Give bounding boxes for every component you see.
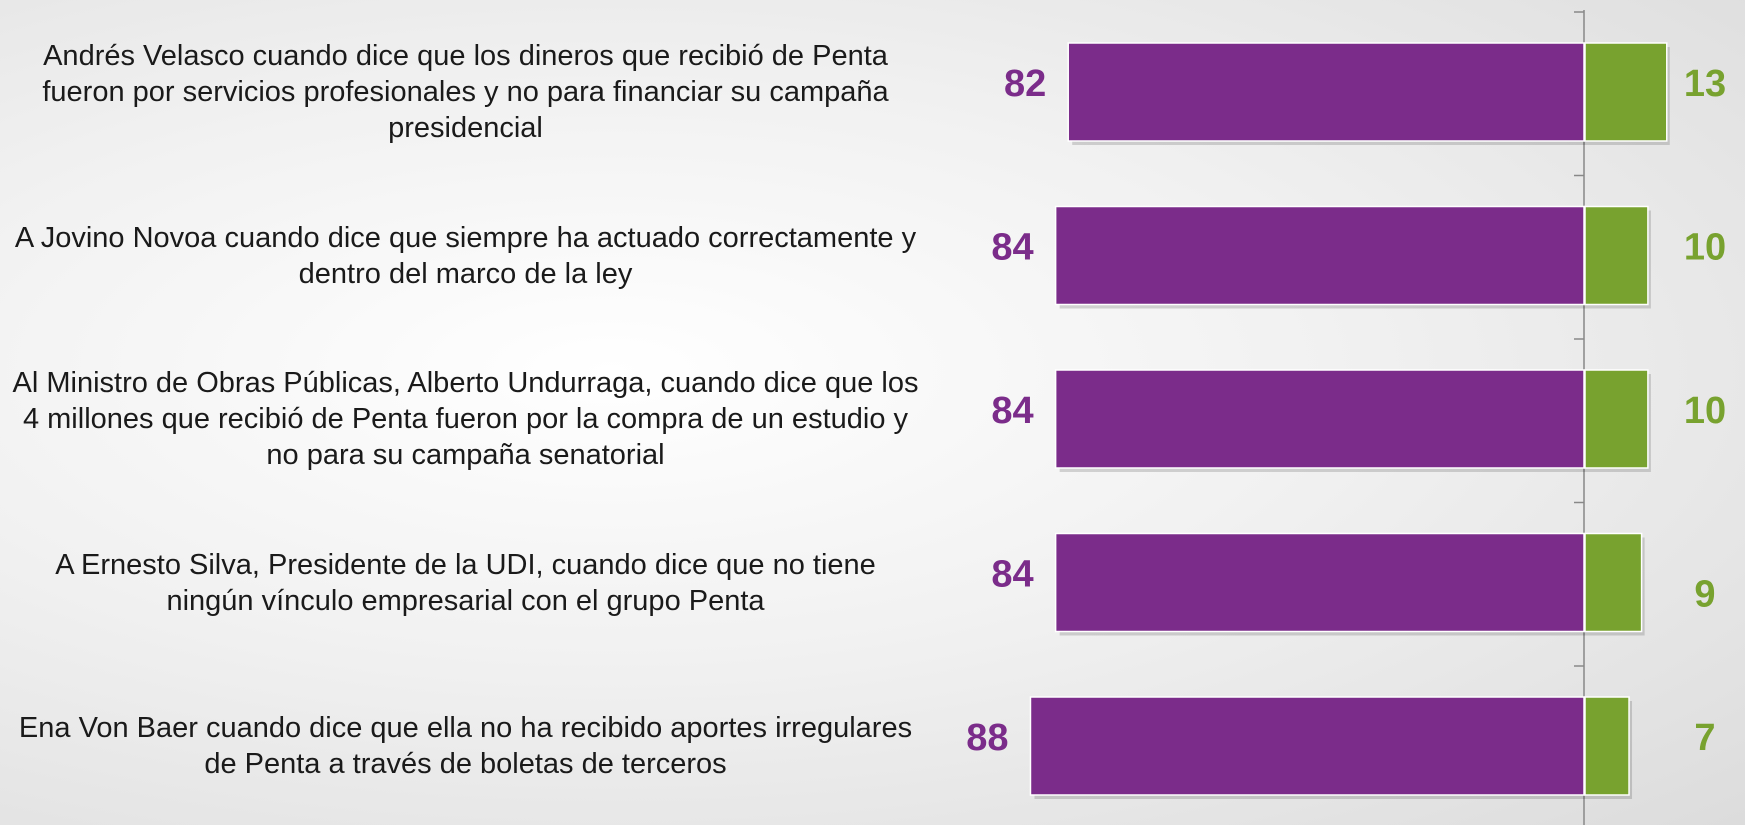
category-label: Al Ministro de Obras Públicas, Alberto U… [12, 367, 919, 471]
bar [1054, 369, 1585, 469]
bar [1584, 532, 1643, 633]
value-label: 84 [991, 554, 1033, 596]
value-label: 9 [1694, 574, 1715, 616]
bar [1584, 42, 1668, 142]
category-label: Ena Von Baer cuando dice que ella no ha … [18, 712, 913, 780]
bar [1584, 205, 1649, 306]
value-label: 88 [966, 717, 1008, 759]
bar [1067, 42, 1585, 142]
category-label: A Ernesto Silva, Presidente de la UDI, c… [55, 548, 876, 617]
value-label: 10 [1684, 390, 1726, 432]
value-label: 84 [991, 227, 1033, 269]
value-label: 84 [991, 390, 1033, 432]
bar [1029, 696, 1585, 796]
bar [1054, 205, 1585, 306]
value-label: 7 [1694, 717, 1715, 759]
bar [1054, 532, 1585, 633]
category-label: A Jovino Novoa cuando dice que siempre h… [14, 221, 917, 290]
value-label: 13 [1684, 63, 1726, 105]
value-label: 82 [1004, 63, 1046, 105]
bar [1584, 369, 1649, 469]
category-label: Andrés Velasco cuando dice que los diner… [42, 40, 889, 144]
value-label: 10 [1684, 227, 1726, 269]
bar [1584, 696, 1630, 796]
